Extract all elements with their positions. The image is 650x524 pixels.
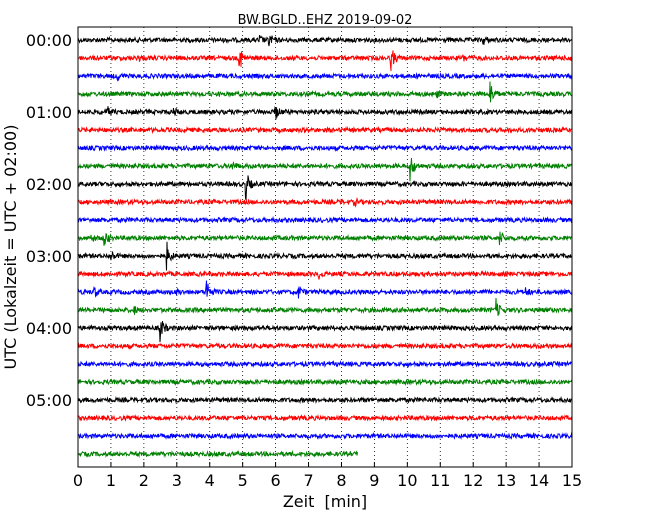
x-tick-label: 8 bbox=[336, 471, 346, 490]
trace-line bbox=[77, 269, 573, 280]
trace-line bbox=[77, 175, 573, 201]
x-tick-label: 14 bbox=[529, 471, 549, 490]
x-tick-label: 2 bbox=[139, 471, 149, 490]
x-tick-label: 12 bbox=[463, 471, 483, 490]
grid-lines bbox=[77, 27, 573, 467]
trace-line bbox=[77, 359, 573, 369]
trace-line bbox=[77, 321, 573, 343]
trace-line bbox=[77, 144, 573, 152]
trace-line bbox=[77, 125, 573, 135]
chart-title: BW.BGLD..EHZ 2019-09-02 bbox=[238, 13, 413, 28]
y-tick-label: 04:00 bbox=[26, 319, 72, 338]
x-tick-label: 4 bbox=[205, 471, 215, 490]
x-tick-label: 3 bbox=[172, 471, 182, 490]
x-tick-label: 6 bbox=[271, 471, 281, 490]
trace-line bbox=[77, 231, 573, 246]
trace-line bbox=[77, 72, 573, 82]
x-axis-label: Zeit [min] bbox=[283, 492, 367, 511]
trace-line bbox=[77, 215, 573, 224]
trace-line bbox=[77, 414, 573, 422]
trace-line bbox=[77, 157, 573, 182]
trace-line bbox=[77, 395, 573, 405]
trace-line bbox=[77, 431, 573, 441]
x-tick-label: 9 bbox=[369, 471, 379, 490]
x-tick-label: 11 bbox=[430, 471, 450, 490]
traces bbox=[77, 35, 573, 459]
trace-line bbox=[77, 450, 358, 459]
y-tick-label: 00:00 bbox=[26, 31, 72, 50]
trace-line bbox=[77, 280, 573, 299]
x-tick-label: 5 bbox=[238, 471, 248, 490]
x-tick-label: 10 bbox=[397, 471, 417, 490]
trace-line bbox=[77, 105, 573, 120]
y-tick-label: 01:00 bbox=[26, 103, 72, 122]
trace-line bbox=[77, 197, 573, 208]
y-tick-labels: 00:00 01:00 02:00 03:00 04:00 05:00 bbox=[26, 31, 72, 410]
trace-line bbox=[77, 50, 573, 71]
x-tick-labels: 0 1 2 3 4 5 6 7 8 9 10 11 12 13 14 15 bbox=[73, 471, 582, 490]
trace-line bbox=[78, 297, 573, 316]
x-tick-label: 15 bbox=[562, 471, 582, 490]
x-tick-label: 0 bbox=[73, 471, 83, 490]
y-tick-label: 05:00 bbox=[26, 391, 72, 410]
trace-line bbox=[77, 377, 573, 387]
x-tick-label: 1 bbox=[106, 471, 116, 490]
y-tick-label: 03:00 bbox=[26, 247, 72, 266]
trace-line bbox=[77, 35, 573, 47]
y-axis-label: UTC (Lokalzeit = UTC + 02:00) bbox=[1, 125, 20, 370]
trace-line bbox=[77, 341, 573, 351]
trace-line bbox=[77, 241, 573, 271]
x-tick-label: 7 bbox=[303, 471, 313, 490]
x-tick-label: 13 bbox=[496, 471, 516, 490]
y-tick-label: 02:00 bbox=[26, 175, 72, 194]
trace-line bbox=[77, 81, 573, 103]
axes-frame bbox=[77, 26, 573, 468]
